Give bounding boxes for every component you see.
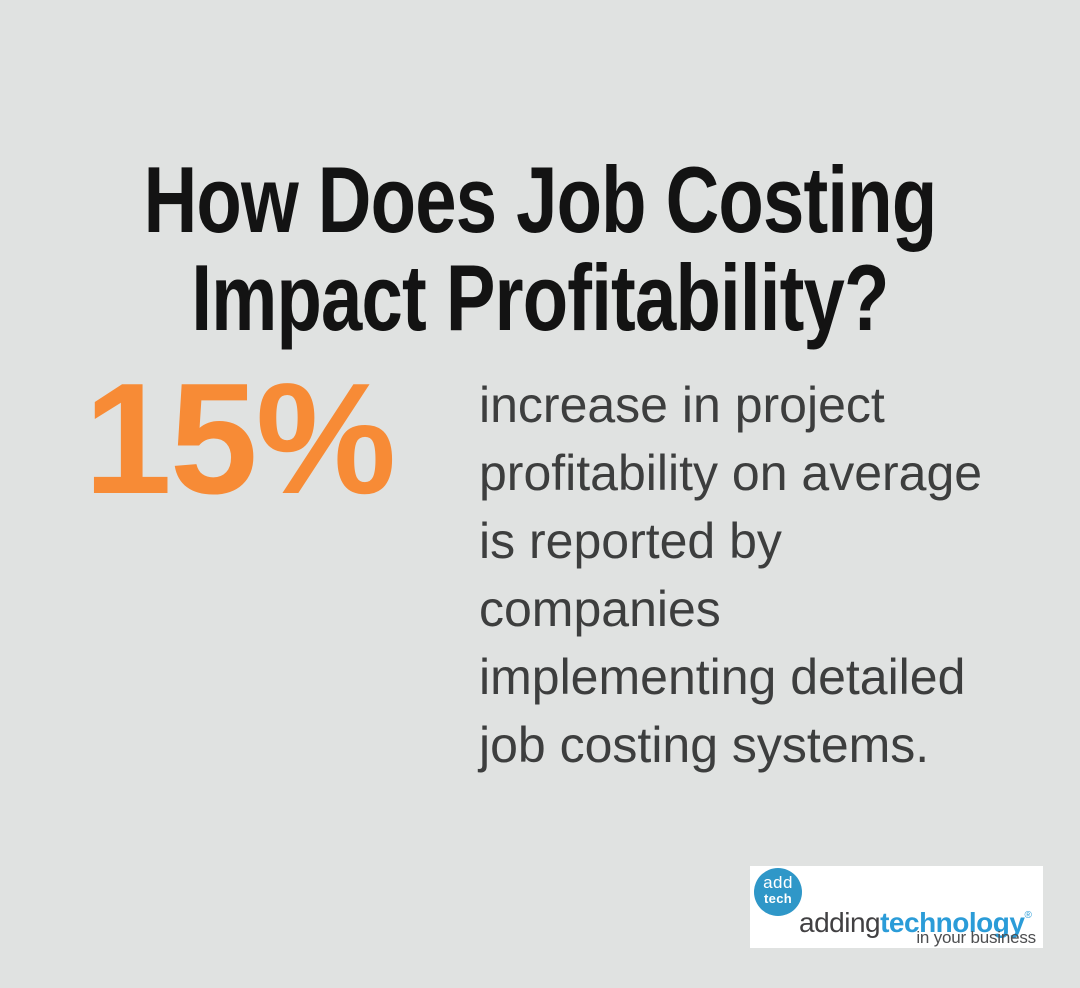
infographic-title: How Does Job Costing Impact Profitabilit… bbox=[143, 146, 938, 350]
addtech-logo: add tech addingtechnology® in your busin… bbox=[750, 866, 1043, 948]
brand-technology-text: technology bbox=[880, 907, 1025, 938]
registered-mark-icon: ® bbox=[1024, 910, 1032, 921]
badge-add-text: add bbox=[763, 873, 793, 892]
brand-wordmark: addingtechnology® bbox=[799, 902, 1032, 938]
stat-description: increase in project profitability on ave… bbox=[479, 377, 983, 773]
stat-value: 15% bbox=[84, 351, 396, 527]
brand-tagline: in your business bbox=[916, 928, 1036, 947]
addtech-badge-icon: add tech bbox=[754, 868, 802, 916]
badge-tech-text: tech bbox=[764, 891, 792, 906]
brand-adding-text: adding bbox=[799, 907, 881, 938]
